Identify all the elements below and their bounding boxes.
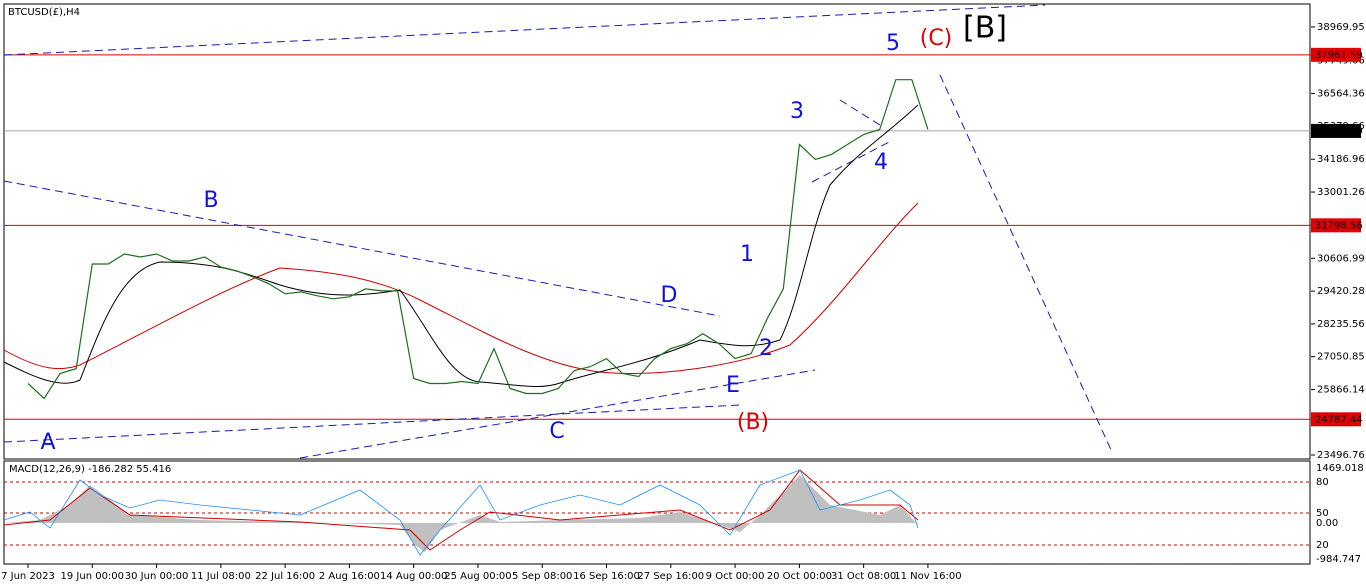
price-level-box [1311, 412, 1361, 427]
y-tick-label: 29420.28 [1317, 286, 1365, 297]
y-tick-label: 34186.96 [1317, 154, 1365, 165]
x-tick-label: 20 Oct 00:00 [767, 571, 832, 582]
wave-label: A [40, 430, 55, 455]
y-tick-label: 30606.99 [1317, 253, 1365, 264]
macd-tick-label: 0.00 [1316, 518, 1338, 529]
macd-line [3, 469, 919, 556]
x-tick-label: 5 Sep 08:00 [512, 571, 572, 582]
y-tick-label: 25866.14 [1317, 384, 1365, 395]
y-tick-label: 28235.56 [1317, 319, 1365, 330]
price-level-box [1311, 123, 1361, 138]
trend-line [3, 4, 1046, 56]
wave-label: 3 [790, 99, 804, 124]
macd-label: MACD(12,26,9) -186.282 55.416 [9, 464, 171, 475]
macd-signal [3, 469, 919, 551]
wave-label: (C) [920, 26, 953, 51]
x-tick-label: 22 Jul 16:00 [255, 571, 315, 582]
trend-line [3, 180, 721, 317]
price-level-label: 37961.59 [1315, 50, 1363, 61]
x-tick-label: 30 Jun 00:00 [125, 571, 189, 582]
trend-line [939, 74, 1113, 453]
macd-tick-label: 1469.018 [1316, 463, 1364, 474]
y-tick-label: 23496.76 [1317, 450, 1365, 461]
wave-label: 4 [874, 150, 888, 175]
macd-tick-label: 80 [1316, 477, 1329, 488]
macd-tick-label: -984.747 [1316, 554, 1361, 565]
wave-label: 2 [759, 336, 773, 361]
x-tick-label: 16 Sep 16:00 [573, 571, 640, 582]
price-level-label: 31798.56 [1315, 220, 1363, 231]
price-level-box [1311, 47, 1361, 62]
x-tick-label: 9 Oct 00:00 [706, 571, 765, 582]
moving-average [3, 202, 919, 374]
price-level-label: 24787.44 [1315, 414, 1363, 425]
x-tick-label: 2 Aug 16:00 [319, 571, 380, 582]
chart-title: BTCUSD(£),H4 [8, 7, 80, 18]
wave-label: D [661, 283, 678, 308]
trend-line [839, 99, 881, 126]
x-tick-label: 25 Aug 00:00 [444, 571, 511, 582]
y-tick-label: 38969.95 [1317, 22, 1365, 33]
x-tick-label: 19 Jun 00:00 [61, 571, 125, 582]
y-tick-label: 36564.36 [1317, 88, 1365, 99]
moving-average [3, 104, 919, 388]
price-level-label: 35210.60 [1315, 126, 1363, 137]
y-tick-label: 33001.26 [1317, 187, 1365, 198]
x-tick-label: 27 Sep 16:00 [637, 571, 704, 582]
main-panel [3, 3, 1311, 460]
wave-label: C [549, 419, 564, 444]
wave-label: E [726, 373, 740, 398]
wave-label: [B] [963, 11, 1007, 46]
wave-label: (B) [737, 410, 769, 435]
price-line [27, 79, 929, 400]
trend-line [3, 404, 741, 443]
x-tick-label: 11 Jul 08:00 [191, 571, 251, 582]
x-tick-label: 14 Aug 00:00 [380, 571, 447, 582]
wave-label: 5 [886, 31, 900, 56]
macd-tick-label: 20 [1316, 540, 1329, 551]
y-tick-label: 27050.85 [1317, 352, 1365, 363]
x-tick-label: 31 Oct 08:00 [831, 571, 896, 582]
x-tick-label: 11 Nov 16:00 [894, 571, 961, 582]
macd-tick-label: 50 [1316, 508, 1329, 519]
trend-line [299, 369, 816, 459]
wave-label: 1 [740, 242, 754, 267]
x-tick-label: 7 Jun 2023 [1, 571, 55, 582]
wave-label: B [203, 188, 218, 213]
price-level-box [1311, 218, 1361, 233]
